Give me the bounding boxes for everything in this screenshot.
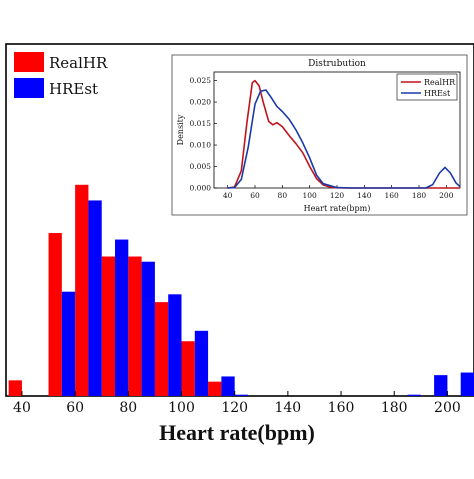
- bar-realhr: [101, 256, 116, 396]
- bar-realhr: [154, 302, 169, 396]
- inset-x-tick-label: 120: [330, 191, 345, 200]
- inset-x-tick-label: 160: [385, 191, 400, 200]
- inset-x-tick-label: 80: [278, 191, 288, 200]
- inset-axes: 40 60 80 100 120 140 160 180 200 0.000 0.005 0.010 0…: [190, 76, 454, 200]
- inset-y-axis-label: Density: [176, 114, 185, 145]
- density-line-hrest: [227, 89, 461, 189]
- bar-realhr: [181, 341, 195, 396]
- x-tick-label: 180: [381, 400, 408, 416]
- x-tick-label: 160: [328, 400, 355, 416]
- bar-hrest: [234, 394, 248, 396]
- inset-legend-label-hrest: HREst: [424, 89, 451, 98]
- main-bars: [8, 184, 474, 396]
- bar-realhr: [8, 380, 22, 396]
- inset-x-tick-label: 60: [250, 191, 260, 200]
- bar-hrest: [460, 372, 474, 396]
- main-x-axis: 40 60 80 100 120 140 160 180 200: [13, 391, 461, 416]
- x-tick-label: 100: [168, 400, 195, 416]
- inset-y-tick-label: 0.005: [190, 162, 212, 171]
- inset-y-tick-label: 0.020: [190, 98, 212, 107]
- bar-hrest: [88, 200, 102, 396]
- bar-hrest: [434, 375, 448, 396]
- inset-y-tick-label: 0.000: [190, 184, 212, 193]
- inset-legend: RealHR HREst: [396, 73, 458, 101]
- inset-legend-label-realhr: RealHR: [424, 78, 456, 87]
- bar-hrest: [407, 394, 421, 396]
- bar-realhr: [208, 381, 222, 396]
- x-tick-label: 40: [13, 400, 31, 416]
- legend-swatch-realhr: [14, 52, 44, 72]
- inset-title: Distrubution: [308, 59, 366, 69]
- inset-legend-box: [396, 73, 458, 101]
- inset-x-tick-label: 180: [412, 191, 427, 200]
- x-tick-label: 120: [221, 400, 248, 416]
- inset-x-tick-label: 40: [223, 191, 233, 200]
- inset-x-tick-label: 200: [439, 191, 454, 200]
- inset-lines: [227, 79, 461, 189]
- legend-label-realhr: RealHR: [49, 54, 108, 72]
- x-tick-label: 140: [274, 400, 301, 416]
- inset-y-tick-label: 0.015: [190, 119, 212, 128]
- bar-hrest: [115, 239, 129, 396]
- x-tick-label: 60: [66, 400, 84, 416]
- x-tick-label: 80: [119, 400, 137, 416]
- bar-hrest: [61, 291, 76, 396]
- bar-hrest: [168, 294, 182, 396]
- inset-x-tick-label: 140: [357, 191, 372, 200]
- bar-realhr: [128, 256, 142, 396]
- bar-hrest: [221, 376, 235, 396]
- inset-chart: Distrubution Heart rate(bpm) Density 40 6…: [171, 54, 468, 216]
- bar-hrest: [141, 261, 155, 396]
- legend-label-hrest: HREst: [49, 80, 98, 98]
- inset-y-tick-label: 0.025: [190, 76, 212, 85]
- inset-y-tick-label: 0.010: [190, 141, 212, 150]
- density-line-realhr: [227, 79, 460, 189]
- inset-x-axis-label: Heart rate(bpm): [304, 204, 371, 213]
- inset-x-tick-label: 100: [303, 191, 318, 200]
- bar-hrest: [194, 330, 209, 396]
- main-x-axis-label: Heart rate(bpm): [159, 420, 315, 445]
- x-tick-label: 200: [434, 400, 461, 416]
- main-legend: RealHR HREst: [14, 52, 108, 98]
- legend-swatch-hrest: [14, 78, 44, 98]
- bar-realhr: [75, 184, 89, 396]
- bar-realhr: [48, 233, 62, 396]
